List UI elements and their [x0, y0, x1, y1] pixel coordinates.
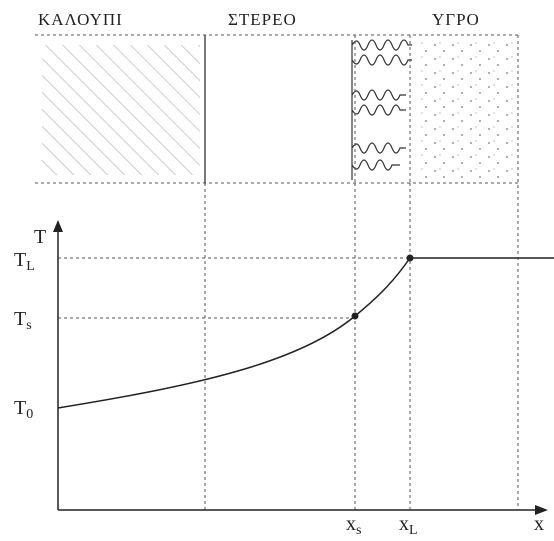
xl-sub: L: [409, 523, 418, 538]
t0-main: T: [14, 397, 26, 419]
liquidus-point: [407, 255, 414, 262]
liquid-dots: [420, 40, 515, 180]
dendrites: [352, 40, 412, 180]
xs-label: xs: [346, 513, 361, 538]
t0-sub: 0: [26, 407, 33, 422]
xl-main: x: [399, 513, 409, 535]
xs-sub: s: [356, 523, 361, 538]
mold-label: ΚΑΛΟΥΠΙ: [38, 10, 123, 29]
ts-main: T: [14, 308, 26, 330]
temperature-curve: [58, 258, 554, 408]
tl-main: T: [14, 249, 26, 271]
ts-label: Ts: [14, 308, 32, 333]
solid-label: ΣΤΕΡΕΟ: [228, 10, 297, 29]
solidus-point: [352, 313, 359, 320]
tl-sub: L: [26, 259, 35, 274]
y-axis-label: T: [34, 226, 46, 248]
tl-label: TL: [14, 249, 35, 274]
solidification-diagram: ΚΑΛΟΥΠΙ ΣΤΕΡΕΟ ΥΓΡΟ T TL Ts T0 xs xL x: [0, 0, 554, 541]
xl-label: xL: [399, 513, 418, 538]
xs-main: x: [346, 513, 356, 535]
t0-label: T0: [14, 397, 33, 422]
liquid-label: ΥΓΡΟ: [432, 10, 480, 29]
x-axis-label: x: [534, 513, 544, 535]
ts-sub: s: [26, 318, 31, 333]
y-arrow: [53, 220, 63, 232]
mold-hatching: [42, 45, 200, 175]
